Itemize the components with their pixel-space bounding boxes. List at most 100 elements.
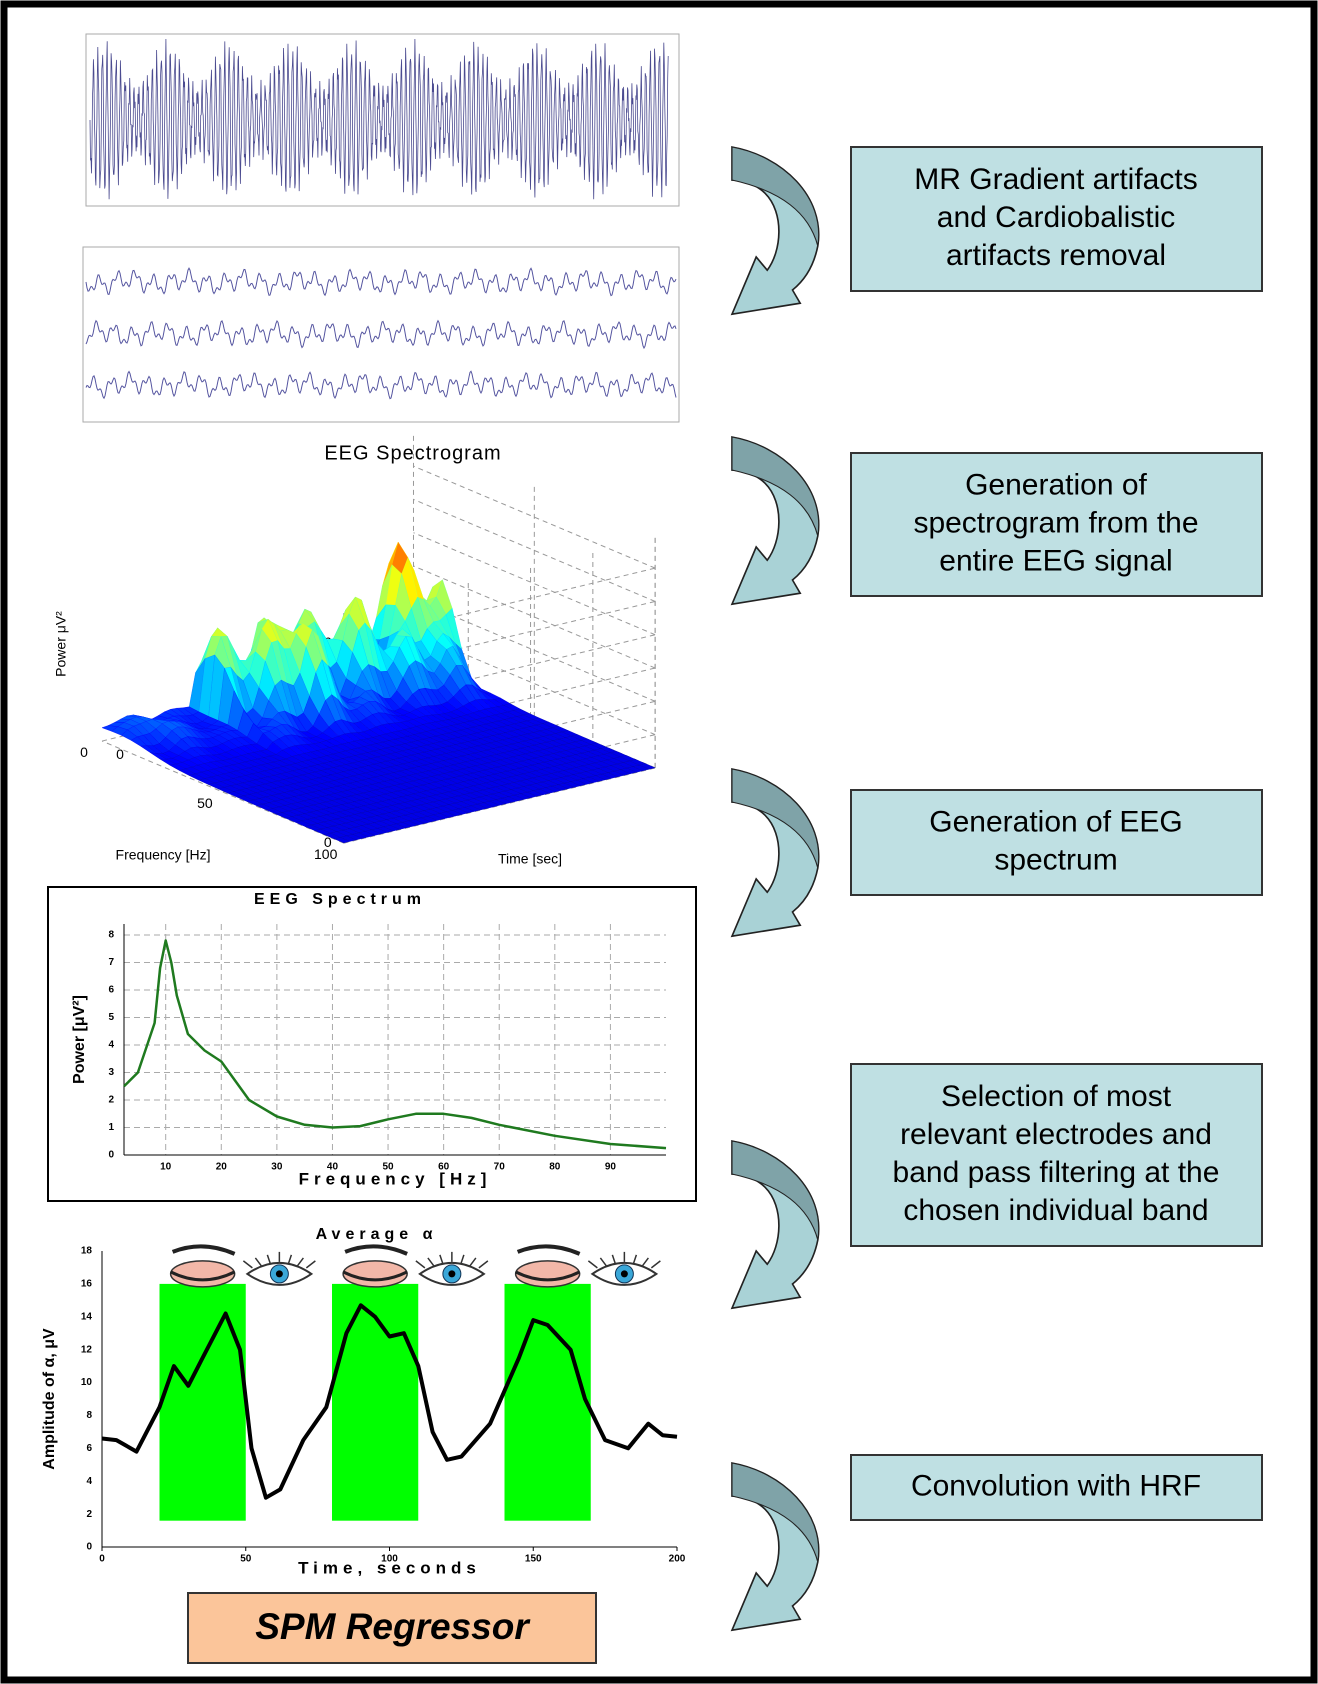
x-tick-label: 200 <box>669 1554 686 1565</box>
y-tick-label: 4 <box>86 1476 92 1487</box>
eyes-closed-block <box>332 1283 419 1521</box>
eyelash <box>587 1260 598 1269</box>
step-text: artifacts removal <box>946 239 1166 272</box>
freq-tick-label: 0 <box>80 744 88 760</box>
grid-line <box>413 465 656 569</box>
eyelash <box>641 1257 649 1267</box>
step-text: Generation of <box>965 468 1147 501</box>
result-box <box>187 1592 597 1664</box>
curved-arrow <box>730 1140 820 1310</box>
eyelash <box>611 1254 617 1265</box>
x-tick-label: 80 <box>549 1162 561 1173</box>
pupil <box>448 1270 456 1278</box>
eyelid <box>342 1270 408 1282</box>
eyelash <box>305 1260 316 1269</box>
clean-eeg-trace <box>85 267 677 297</box>
eyelash <box>460 1254 465 1265</box>
eyelash <box>439 1254 444 1265</box>
x-tick-label: 90 <box>605 1162 617 1173</box>
step-text: entire EEG signal <box>939 544 1172 577</box>
pupil <box>620 1270 628 1278</box>
curved-arrow <box>730 1462 820 1632</box>
eyelash <box>469 1257 477 1267</box>
step-text: MR Gradient artifacts <box>914 163 1197 196</box>
y-tick-label: 1 <box>108 1122 114 1133</box>
eyelash <box>242 1260 253 1269</box>
eyelash <box>427 1257 435 1267</box>
clean-eeg-panel <box>82 246 680 423</box>
chart-title: EEG Spectrum <box>254 891 426 908</box>
chart-title: Average α <box>316 1226 438 1243</box>
x-tick-label: 30 <box>271 1162 283 1173</box>
y-tick-label: 0 <box>108 1150 114 1161</box>
eyebrow <box>171 1244 236 1256</box>
x-tick-label: 10 <box>160 1162 172 1173</box>
y-tick-label: 2 <box>108 1095 114 1106</box>
eyelash <box>287 1254 293 1265</box>
y-axis-label: Power [μV²] <box>71 995 88 1084</box>
y-axis-label: Amplitude of α, μV <box>41 1328 58 1470</box>
x-tick-label: 50 <box>382 1162 394 1173</box>
time-axis-label: Time [sec] <box>498 851 562 867</box>
z-tick-label: 0 <box>324 834 332 850</box>
y-tick-label: 6 <box>108 985 114 996</box>
arrow-shade <box>731 436 820 537</box>
y-tick-label: 7 <box>108 957 114 968</box>
x-tick-label: 70 <box>494 1162 506 1173</box>
step-box <box>850 1063 1263 1247</box>
eyebrow <box>516 1244 581 1256</box>
y-tick-label: 12 <box>81 1344 93 1355</box>
x-tick-label: 50 <box>240 1554 252 1565</box>
raw-eeg-trace <box>89 38 669 200</box>
z-axis-label: Power μV² <box>53 611 69 677</box>
closed-eye <box>342 1260 408 1288</box>
curved-arrow <box>730 146 820 316</box>
spectrogram-title: EEG Spectrogram <box>324 442 501 464</box>
closed-eye <box>169 1260 236 1288</box>
step-text: Selection of most <box>941 1080 1172 1113</box>
step-box <box>850 1454 1263 1521</box>
clean-eeg-trace <box>85 319 677 350</box>
step-box <box>850 146 1263 292</box>
freq-tick-label: 50 <box>197 795 213 811</box>
y-tick-label: 14 <box>81 1311 93 1322</box>
eyelash <box>254 1257 262 1267</box>
spectrum-panel <box>47 886 697 1202</box>
y-tick-label: 8 <box>86 1410 92 1421</box>
y-tick-label: 4 <box>108 1040 114 1051</box>
time-tick-label: 0 <box>116 746 124 762</box>
eyelash <box>632 1254 638 1265</box>
x-tick-label: 100 <box>381 1554 398 1565</box>
x-axis-label: Frequency [Hz] <box>299 1169 492 1188</box>
y-tick-label: 8 <box>108 930 114 941</box>
step-box <box>850 452 1263 597</box>
step-text: band pass filtering at the <box>893 1156 1220 1189</box>
eyelid <box>169 1270 236 1282</box>
y-tick-label: 5 <box>108 1012 114 1023</box>
grid-line <box>413 565 656 669</box>
eyelash <box>650 1260 661 1269</box>
grid-line <box>413 498 656 602</box>
eyelash <box>599 1257 607 1267</box>
step-text: chosen individual band <box>903 1194 1208 1227</box>
y-tick-label: 10 <box>81 1377 93 1388</box>
x-tick-label: 150 <box>525 1554 542 1565</box>
y-tick-label: 16 <box>81 1279 93 1290</box>
eyelash <box>478 1260 489 1269</box>
freq-tick-label: 100 <box>314 846 338 862</box>
x-tick-label: 40 <box>327 1162 339 1173</box>
y-tick-label: 2 <box>86 1509 92 1520</box>
step-text: Convolution with HRF <box>911 1469 1201 1502</box>
curved-arrow <box>730 768 820 938</box>
arrow-shade <box>731 1462 820 1563</box>
eyes-closed-block <box>159 1283 246 1521</box>
data-line <box>123 939 667 1150</box>
arrow-shade <box>731 768 820 869</box>
y-tick-label: 6 <box>86 1443 92 1454</box>
eyes-closed-block <box>504 1283 591 1521</box>
eyelash <box>415 1260 426 1269</box>
surface-patch <box>333 837 351 844</box>
x-tick-label: 20 <box>216 1162 228 1173</box>
eyelash <box>266 1254 272 1265</box>
eyelid <box>514 1270 581 1282</box>
